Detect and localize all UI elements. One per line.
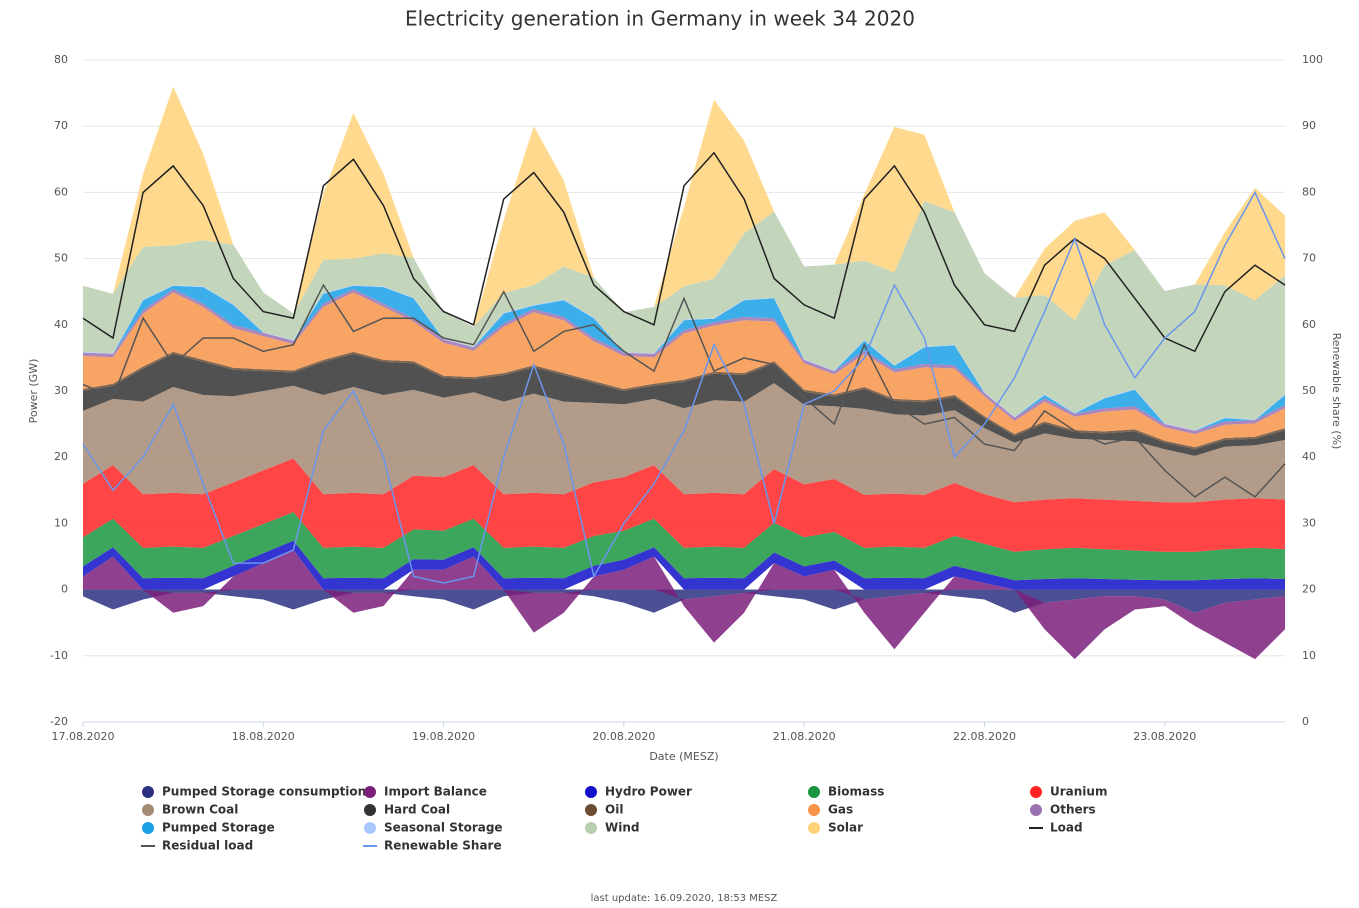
legend-label: Gas [828,803,853,817]
line [82,151,1286,353]
y-axis-label: Power (GW) [27,359,40,424]
y2-tick-label: 40 [1302,450,1316,463]
legend-label: Others [1050,803,1096,817]
y2-tick-label: 60 [1302,318,1316,331]
y-tick-label: 40 [54,318,68,331]
legend-label: Biomass [828,785,884,799]
x-tick-label: 21.08.2020 [773,730,836,743]
y2-axis-label: Renewable share (%) [1330,333,1343,450]
legend-label: Oil [605,803,623,817]
y-tick-label: 80 [54,53,68,66]
legend-symbol [364,804,376,816]
y-tick-label: 70 [54,119,68,132]
area [83,351,1285,450]
x-tick-label: 19.08.2020 [412,730,475,743]
y2-tick-label: 80 [1302,185,1316,198]
legend-label: Import Balance [384,785,487,799]
y-tick-label: -20 [50,715,68,728]
legend-symbol [585,822,597,834]
y-tick-label: 50 [54,252,68,265]
legend-label: Pumped Storage [162,821,275,835]
y2-tick-label: 70 [1302,252,1316,265]
area [83,86,1285,327]
y2-tick-label: 10 [1302,649,1316,662]
x-tick-label: 20.08.2020 [592,730,655,743]
area [83,458,1285,552]
y2-tick-label: 0 [1302,715,1309,728]
legend-symbol [142,804,154,816]
legend-symbol [585,786,597,798]
areas [83,86,1285,660]
y2-tick-label: 20 [1302,583,1316,596]
legend-label: Uranium [1050,785,1107,799]
y2-tick-label: 50 [1302,384,1316,397]
legend-symbol [1030,786,1042,798]
area [83,201,1285,431]
lines [82,151,1286,584]
line [82,283,1286,498]
area [83,512,1285,581]
area [83,549,1285,660]
area [83,383,1285,503]
legend-label: Pumped Storage consumption [162,785,366,799]
y-tick-label: -10 [50,649,68,662]
line [82,190,1286,584]
legend-label: Hard Coal [384,803,450,817]
legend-symbol [142,786,154,798]
chart-title: Electricity generation in Germany in wee… [405,7,915,31]
y2-tick-label: 90 [1302,119,1316,132]
legend-symbol [808,804,820,816]
y-tick-label: 60 [54,185,68,198]
y-tick-label: 10 [54,516,68,529]
x-axis-label: Date (MESZ) [649,750,718,763]
area [83,353,1285,456]
area [83,589,1285,613]
legend-symbol [808,822,820,834]
legend-symbol [585,804,597,816]
legend-symbol [364,822,376,834]
y2-tick-label: 30 [1302,516,1316,529]
y2-tick-label: 100 [1302,53,1323,66]
legend-label: Load [1050,821,1083,835]
legend-label: Hydro Power [605,785,692,799]
legend-symbol [142,822,154,834]
area [83,285,1285,431]
y-tick-label: 30 [54,384,68,397]
legend-symbol [1030,804,1042,816]
legend-label: Solar [828,821,863,835]
legend-label: Seasonal Storage [384,821,503,835]
x-tick-label: 22.08.2020 [953,730,1016,743]
legend-symbol [364,786,376,798]
legend-symbol [808,786,820,798]
legend-label: Renewable Share [384,839,502,853]
x-tick-label: 18.08.2020 [232,730,295,743]
legend-label: Residual load [162,839,253,853]
x-tick-label: 17.08.2020 [52,730,115,743]
y-tick-label: 0 [61,583,68,596]
area [83,292,1285,448]
y-tick-label: 20 [54,450,68,463]
legend-label: Wind [605,821,639,835]
legend-label: Brown Coal [162,803,238,817]
area [83,540,1285,590]
x-tick-label: 23.08.2020 [1133,730,1196,743]
footer: last update: 16.09.2020, 18:53 MESZ [591,893,778,904]
